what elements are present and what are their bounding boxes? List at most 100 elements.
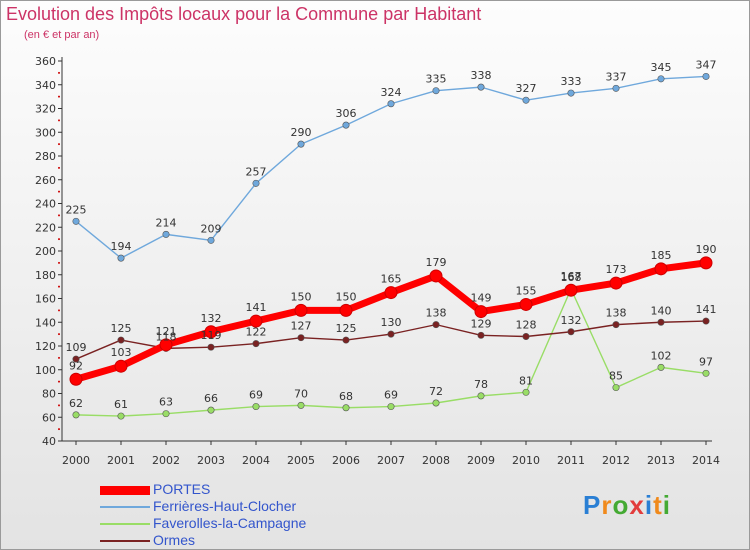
y-minor-tick xyxy=(58,95,60,98)
x-tick-label: 2007 xyxy=(377,454,405,467)
data-point xyxy=(252,340,260,348)
data-point xyxy=(207,406,215,414)
data-label: 63 xyxy=(159,396,173,409)
data-label: 190 xyxy=(696,243,717,256)
line-chart: 40 60 80 100 120 140 160 180 200 220 240 260 280 300 3… xyxy=(35,55,720,467)
data-label: 138 xyxy=(426,307,447,320)
data-label: 81 xyxy=(519,374,533,387)
data-point xyxy=(522,388,530,396)
y-tick-label: 120 xyxy=(35,340,56,353)
y-minor-tick xyxy=(58,285,60,288)
data-label: 306 xyxy=(336,107,357,120)
y-minor-tick xyxy=(58,71,60,74)
y-tick-label: 300 xyxy=(35,126,56,139)
logo-letter: o xyxy=(612,490,630,520)
data-label: 209 xyxy=(201,222,222,235)
data-point xyxy=(612,321,620,329)
x-tick-label: 2008 xyxy=(422,454,450,467)
y-minor-tick xyxy=(58,238,60,241)
logo-letter: i xyxy=(644,490,654,520)
data-point xyxy=(297,140,305,148)
y-tick-label: 260 xyxy=(35,174,56,187)
data-point xyxy=(474,305,488,319)
y-tick-label: 200 xyxy=(35,245,56,258)
x-tick-label: 2003 xyxy=(197,454,225,467)
data-label: 127 xyxy=(291,320,312,333)
y-minor-tick xyxy=(58,333,60,336)
data-point xyxy=(519,297,533,311)
data-point xyxy=(342,336,350,344)
data-point xyxy=(432,399,440,407)
y-tick-label: 60 xyxy=(42,411,56,424)
data-label: 102 xyxy=(651,349,672,362)
y-tick-label: 320 xyxy=(35,103,56,116)
data-point xyxy=(114,359,128,373)
legend-swatch xyxy=(100,485,150,495)
logo-letter: x xyxy=(629,490,645,520)
data-point xyxy=(252,179,260,187)
data-point xyxy=(117,412,125,420)
data-label: 109 xyxy=(66,341,87,354)
data-label: 155 xyxy=(516,284,537,297)
x-tick-label: 2012 xyxy=(602,454,630,467)
legend-item: Ormes xyxy=(100,532,400,550)
data-label: 69 xyxy=(249,389,263,402)
data-label: 85 xyxy=(609,370,623,383)
y-tick-label: 40 xyxy=(42,435,56,448)
data-point xyxy=(477,83,485,91)
data-label: 132 xyxy=(561,314,582,327)
legend-item: Ferrières-Haut-Clocher xyxy=(100,498,400,516)
data-point xyxy=(477,392,485,400)
data-point xyxy=(654,262,668,276)
data-label: 214 xyxy=(156,216,177,229)
y-tick-label: 280 xyxy=(35,150,56,163)
legend-swatch xyxy=(100,506,150,508)
data-label: 141 xyxy=(696,303,717,316)
data-label: 141 xyxy=(246,301,267,314)
data-label: 97 xyxy=(699,355,713,368)
x-tick-label: 2004 xyxy=(242,454,270,467)
data-point xyxy=(204,325,218,339)
data-label: 168 xyxy=(561,271,582,284)
data-point xyxy=(432,87,440,95)
data-point xyxy=(69,372,83,386)
data-point xyxy=(567,328,575,336)
data-label: 72 xyxy=(429,385,443,398)
data-label: 122 xyxy=(246,326,267,339)
data-point xyxy=(297,334,305,342)
x-tick-label: 2005 xyxy=(287,454,315,467)
y-minor-tick xyxy=(58,143,60,146)
chart-subtitle: (en € et par an) xyxy=(24,29,100,41)
data-point xyxy=(699,256,713,270)
data-point xyxy=(657,75,665,83)
logo-letter: i xyxy=(662,490,671,520)
data-label: 324 xyxy=(381,86,402,99)
data-point xyxy=(72,411,80,419)
x-tick-label: 2014 xyxy=(692,454,720,467)
data-point xyxy=(72,355,80,363)
data-label: 119 xyxy=(201,329,222,342)
legend-label: Ferrières-Haut-Clocher xyxy=(153,498,297,514)
data-point xyxy=(522,332,530,340)
y-minor-tick xyxy=(58,404,60,407)
data-point xyxy=(387,330,395,338)
data-point xyxy=(162,410,170,418)
data-label: 125 xyxy=(111,322,132,335)
data-label: 179 xyxy=(426,256,447,269)
data-label: 78 xyxy=(474,378,488,391)
x-tick-label: 2000 xyxy=(62,454,90,467)
data-label: 138 xyxy=(606,307,627,320)
data-label: 61 xyxy=(114,398,128,411)
data-label: 150 xyxy=(291,290,312,303)
x-tick-label: 2009 xyxy=(467,454,495,467)
data-point xyxy=(72,217,80,225)
y-minor-tick xyxy=(58,428,60,431)
data-label: 347 xyxy=(696,58,717,71)
data-point xyxy=(339,303,353,317)
data-point xyxy=(564,283,578,297)
y-minor-tick xyxy=(58,261,60,264)
data-label: 173 xyxy=(606,263,627,276)
y-minor-tick xyxy=(58,309,60,312)
y-tick-label: 340 xyxy=(35,79,56,92)
y-tick-label: 140 xyxy=(35,316,56,329)
